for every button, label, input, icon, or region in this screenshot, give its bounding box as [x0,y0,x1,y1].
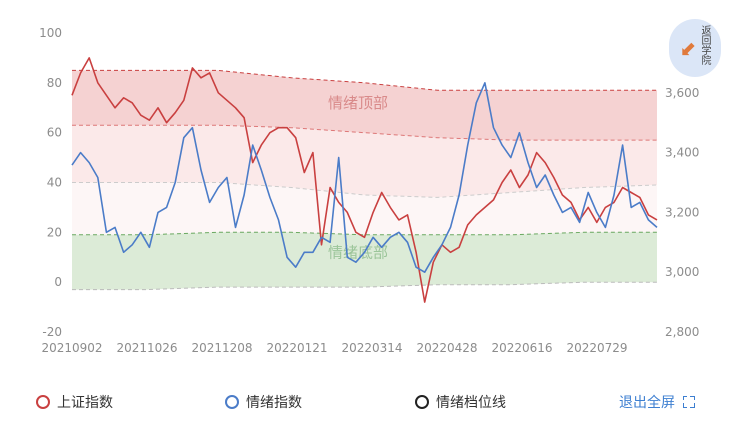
left-axis-tick: 100 [39,26,62,40]
x-axis-tick: 20220121 [266,341,327,355]
left-axis-tick: 0 [54,275,62,289]
x-axis-tick: 20220616 [491,341,552,355]
fullscreen-icon [681,394,697,410]
legend-label-gear-line: 情绪档位线 [436,395,506,411]
legend-dot-index [36,395,50,409]
neutral-upper-band [72,125,657,198]
legend-label-index: 上证指数 [57,395,113,411]
exit-fullscreen-button[interactable]: 退出全屏 [619,392,697,412]
left-axis-tick: -20 [42,325,62,339]
top-zone-label: 情绪顶部 [328,94,388,112]
right-axis-tick: 3,200 [665,205,699,219]
bottom-zone-band [72,232,657,290]
series-line-index [71,57,658,303]
legend-dot-sentiment [225,395,239,409]
exit-fullscreen-label: 退出全屏 [619,395,675,411]
right-axis-tick: 2,800 [665,325,699,339]
right-axis-tick: 3,600 [665,86,699,100]
bottom-zone-label: 情绪底部 [328,243,388,261]
legend-item-sentiment[interactable]: 情绪指数 [225,392,302,412]
series-line-sentiment [71,82,658,273]
left-axis-tick: 80 [47,76,62,90]
left-axis-tick: 20 [47,225,62,239]
right-axis-tick: 3,000 [665,265,699,279]
top-zone-band [72,70,657,141]
left-axis-tick: 60 [47,126,62,140]
right-axis-tick: 3,400 [665,146,699,160]
x-axis-tick: 20220729 [566,341,627,355]
legend-label-sentiment: 情绪指数 [246,395,302,411]
back-button-label: 返回学院 [699,25,710,65]
legend-item-gear-line[interactable]: 情绪档位线 [415,392,506,412]
x-axis-tick: 20220428 [416,341,477,355]
neutral-lower-band [72,182,657,235]
x-axis-tick: 20211026 [116,341,177,355]
x-axis-tick: 20220314 [341,341,402,355]
legend-dot-gear-line [415,395,429,409]
chart-legend: 上证指数 情绪指数 情绪档位线 退出全屏 [0,382,735,418]
legend-item-index[interactable]: 上证指数 [36,392,113,412]
x-axis-tick: 20211208 [191,341,252,355]
left-axis-tick: 40 [47,176,62,190]
x-axis-tick: 20210902 [41,341,102,355]
back-to-academy-button[interactable]: ⬅ 返回学院 [669,19,721,77]
